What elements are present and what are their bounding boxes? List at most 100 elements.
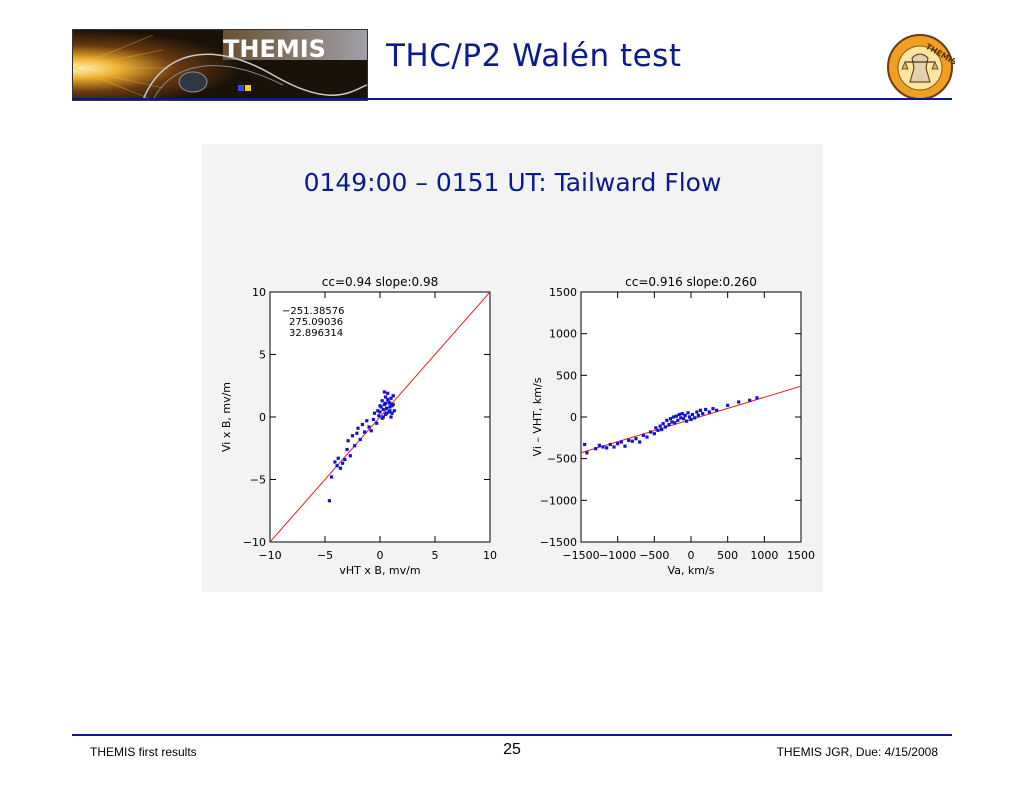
page-number: 25 bbox=[503, 741, 521, 758]
data-point bbox=[737, 400, 741, 404]
data-point bbox=[707, 410, 711, 414]
y-tick-label: −10 bbox=[243, 536, 266, 549]
data-point bbox=[674, 414, 678, 418]
data-point bbox=[679, 416, 683, 420]
data-point bbox=[381, 407, 385, 412]
data-point bbox=[597, 443, 601, 447]
data-point bbox=[665, 418, 669, 422]
data-point bbox=[333, 460, 337, 464]
data-point bbox=[385, 406, 389, 410]
data-point bbox=[673, 421, 677, 425]
data-point bbox=[376, 409, 380, 413]
data-point bbox=[634, 437, 638, 441]
footer-right: THEMIS JGR, Due: 4/15/2008 bbox=[776, 745, 938, 759]
themis-logo: THEMIS bbox=[885, 32, 958, 102]
x-tick-label: 1500 bbox=[787, 549, 815, 562]
data-point bbox=[383, 401, 388, 405]
data-point bbox=[641, 433, 645, 437]
walen-figure: 0149:00 – 0151 UT: Tailward Flow −10 −5 0 5… bbox=[202, 144, 823, 592]
annotation-value: −251.38576 bbox=[282, 306, 344, 317]
data-point bbox=[338, 466, 342, 470]
y-axis-label: Vi – VHT, km/s bbox=[531, 377, 544, 456]
x-axis-label: Va, km/s bbox=[668, 564, 715, 577]
data-point bbox=[391, 394, 395, 398]
data-point bbox=[612, 445, 616, 449]
x-tick-label: −5 bbox=[317, 549, 333, 562]
data-point bbox=[363, 430, 367, 434]
y-axis-label: Vi x B, mv/m bbox=[220, 382, 233, 452]
data-point bbox=[390, 411, 394, 415]
data-point bbox=[687, 415, 692, 419]
data-point bbox=[386, 391, 390, 395]
y-tick-label: −5 bbox=[250, 474, 266, 487]
data-point bbox=[365, 419, 369, 423]
data-point bbox=[327, 499, 331, 503]
data-point bbox=[663, 425, 667, 429]
data-point bbox=[660, 427, 664, 432]
data-point bbox=[689, 417, 693, 422]
data-point bbox=[623, 444, 627, 448]
data-point bbox=[671, 415, 675, 419]
data-point bbox=[341, 461, 345, 465]
y-tick-label: −1500 bbox=[540, 536, 577, 549]
footer-left: THEMIS first results bbox=[90, 745, 197, 759]
data-point bbox=[385, 411, 389, 415]
data-point bbox=[715, 408, 719, 412]
data-point bbox=[682, 417, 686, 421]
data-point bbox=[711, 407, 715, 411]
data-point bbox=[358, 437, 362, 442]
data-point bbox=[726, 403, 730, 407]
data-point bbox=[371, 417, 375, 422]
data-point bbox=[389, 396, 393, 400]
data-point bbox=[605, 446, 609, 450]
data-point bbox=[627, 438, 631, 442]
data-point bbox=[652, 432, 656, 436]
data-point bbox=[701, 412, 705, 416]
data-point bbox=[348, 454, 352, 458]
y-tick-label: 0 bbox=[570, 411, 577, 424]
data-point bbox=[353, 444, 357, 448]
themis-banner-image: THEMIS bbox=[72, 29, 368, 101]
y-tick-label: 5 bbox=[259, 349, 266, 362]
data-point bbox=[350, 434, 355, 438]
data-point bbox=[695, 410, 699, 414]
data-point bbox=[649, 430, 653, 434]
data-point bbox=[683, 413, 687, 417]
data-point bbox=[686, 411, 690, 415]
data-point bbox=[696, 413, 700, 417]
data-point bbox=[668, 417, 673, 421]
data-point bbox=[346, 439, 350, 443]
x-tick-label: −10 bbox=[258, 549, 281, 562]
data-point bbox=[387, 400, 391, 404]
data-point bbox=[676, 418, 680, 422]
data-point bbox=[392, 409, 396, 413]
data-point bbox=[656, 428, 660, 432]
header-divider bbox=[72, 98, 952, 100]
data-point bbox=[690, 412, 695, 417]
data-point bbox=[661, 422, 665, 426]
figure-title: 0149:00 – 0151 UT: Tailward Flow bbox=[303, 168, 722, 197]
data-point bbox=[378, 404, 382, 408]
y-tick-label: 1500 bbox=[549, 286, 577, 299]
y-tick-label: −1000 bbox=[540, 494, 577, 507]
x-tick-label: 1000 bbox=[750, 549, 778, 562]
plot-title: cc=0.916 slope:0.260 bbox=[625, 275, 757, 289]
data-point bbox=[698, 408, 703, 412]
data-point bbox=[601, 445, 605, 449]
plot-1: −10 −5 0 5 10 −10 −5 0 5 10 cc=0.94 slope:0.98 vHT … bbox=[220, 275, 497, 577]
data-point bbox=[336, 456, 340, 460]
x-tick-label: −1500 bbox=[562, 549, 599, 562]
data-point bbox=[343, 457, 347, 462]
x-tick-label: 0 bbox=[688, 549, 695, 562]
data-point bbox=[608, 442, 612, 447]
data-point bbox=[378, 410, 382, 414]
banner-text: THEMIS bbox=[223, 35, 326, 63]
plot-title: cc=0.94 slope:0.98 bbox=[322, 275, 438, 289]
data-point bbox=[380, 399, 384, 403]
scatter-plots: −10 −5 0 5 10 −10 −5 0 5 10 cc=0.94 slope:0.98 vHT … bbox=[220, 275, 815, 577]
data-point bbox=[386, 397, 390, 402]
data-point bbox=[619, 440, 623, 444]
x-tick-label: 500 bbox=[717, 549, 738, 562]
data-point bbox=[391, 402, 395, 407]
annotation-value: 32.896314 bbox=[289, 328, 343, 339]
